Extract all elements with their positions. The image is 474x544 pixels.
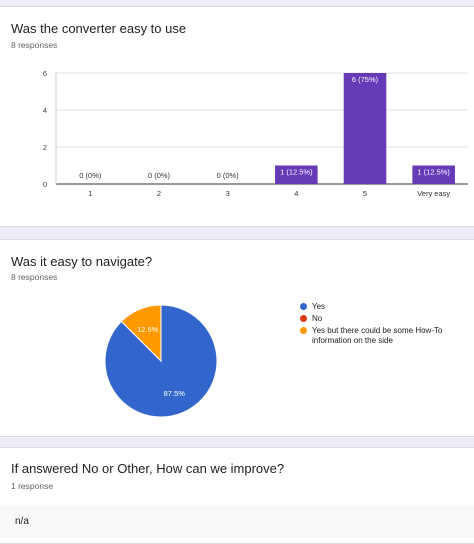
bar-data-label: 1 (12.5%) <box>280 168 313 177</box>
legend-label: No <box>312 314 323 323</box>
y-tick-label: 2 <box>43 143 47 152</box>
bar <box>275 165 318 184</box>
bar <box>412 165 455 184</box>
legend-swatch <box>300 315 307 322</box>
x-tick-label: Very easy <box>417 189 450 198</box>
answer-text: n/a <box>15 516 29 527</box>
y-tick-label: 0 <box>43 180 47 189</box>
x-tick-label: 3 <box>226 189 230 198</box>
question-title: If answered No or Other, How can we impr… <box>11 461 285 476</box>
pie-slice-label: 12.5% <box>137 325 159 334</box>
answer-box: n/a <box>0 505 474 538</box>
x-tick-label: 1 <box>88 189 92 198</box>
legend-item: Yes <box>300 302 452 312</box>
bar-data-label: 6 (75%) <box>352 75 379 84</box>
legend-swatch <box>300 327 307 334</box>
pie-chart: 87.5% 12.5% <box>104 304 218 418</box>
question-title: Was it easy to navigate? <box>11 254 153 269</box>
bar-data-label: 0 (0%) <box>148 171 171 180</box>
x-tick-label: 4 <box>294 189 298 198</box>
legend-label: Yes but there could be some How-To infor… <box>312 326 443 345</box>
x-tick-label: 5 <box>363 189 367 198</box>
question-card-converter: Was the converter easy to use 8 response… <box>0 6 474 227</box>
pie-slice <box>104 304 218 418</box>
question-title: Was the converter easy to use <box>11 21 187 36</box>
y-tick-label: 4 <box>43 106 47 115</box>
legend-item: No <box>300 314 452 324</box>
question-card-navigate: Was it easy to navigate? 8 responses 87.… <box>0 239 474 437</box>
bar-data-label: 0 (0%) <box>79 171 102 180</box>
bar <box>343 73 387 184</box>
bar-data-label: 0 (0%) <box>217 171 240 180</box>
response-count: 1 response <box>11 481 54 491</box>
response-count: 8 responses <box>11 272 58 282</box>
legend-label: Yes <box>312 302 326 311</box>
bar-data-label: 1 (12.5%) <box>417 168 450 177</box>
question-card-improve: If answered No or Other, How can we impr… <box>0 447 474 544</box>
pie-legend: Yes No Yes but there could be some How-To … <box>300 302 452 348</box>
pie-slice <box>120 304 162 363</box>
pie-slice-label: 87.5% <box>164 389 186 398</box>
legend-item: Yes but there could be some How-To infor… <box>300 326 452 346</box>
y-tick-label: 6 <box>43 69 47 78</box>
x-tick-label: 2 <box>157 189 161 198</box>
legend-swatch <box>300 303 307 310</box>
bar-chart: 0 2 4 6 0 (0%) 1 0 (0%) 2 0 (0%) 3 1 (12.5%) 4 6 (75… <box>43 69 468 198</box>
response-count: 8 responses <box>11 40 58 50</box>
